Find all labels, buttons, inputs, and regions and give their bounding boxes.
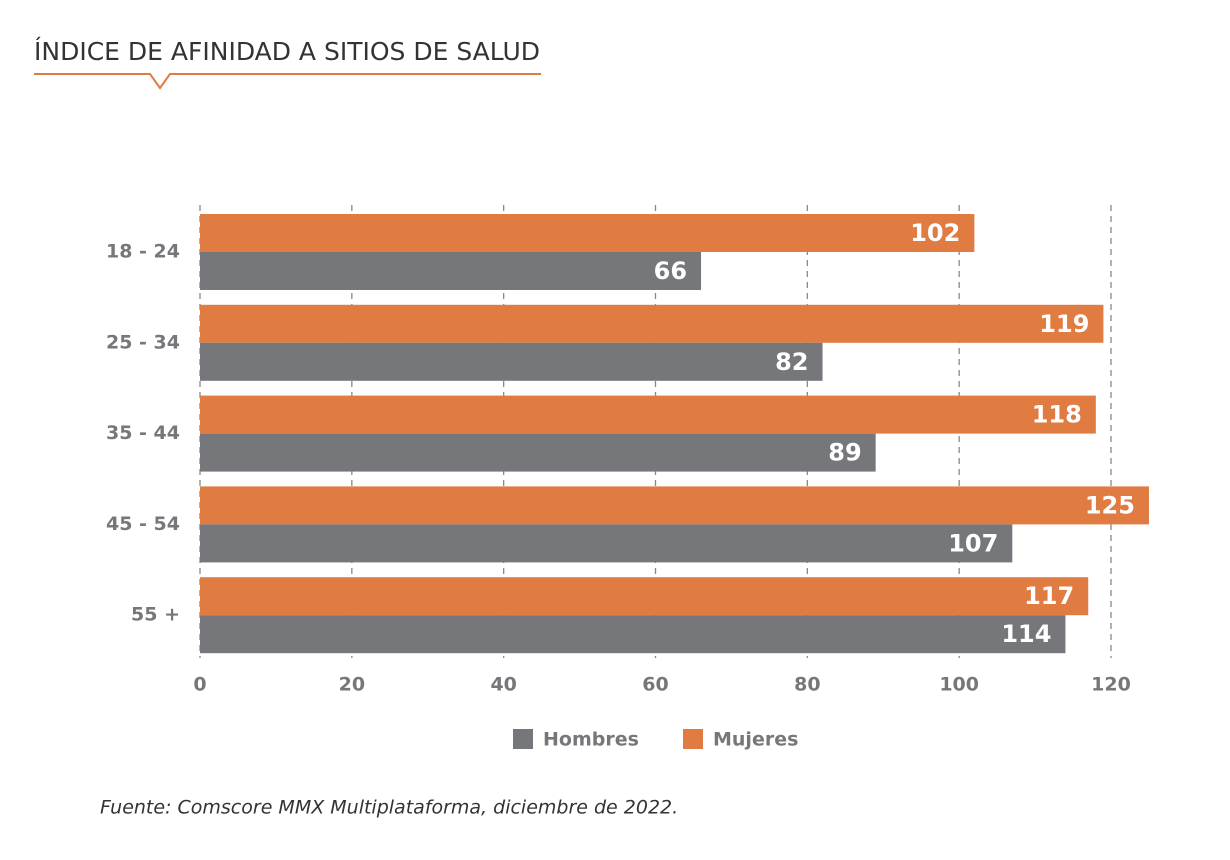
legend-label: Mujeres [713,729,798,751]
value-label: 117 [1024,582,1074,610]
x-tick-label: 0 [193,674,206,696]
bar [200,342,823,381]
bar [200,577,1089,616]
y-tick-label: 25 - 34 [106,331,180,353]
bar [200,214,975,252]
value-label: 107 [948,529,998,557]
value-label: 66 [654,257,687,285]
value-label: 102 [910,219,960,247]
x-tick-label: 120 [1091,674,1131,696]
bar [200,615,1066,654]
chart-title: ÍNDICE DE AFINIDAD A SITIOS DE SALUD [34,37,540,66]
value-label: 89 [828,439,861,467]
legend-swatch [683,729,703,749]
x-tick-label: 20 [339,674,365,696]
x-tick-label: 40 [490,674,516,696]
y-tick-label: 55 + [131,604,180,626]
value-label: 119 [1039,310,1089,338]
value-label: 82 [775,348,808,376]
x-tick-label: 60 [642,674,668,696]
bar [200,252,702,290]
bar [200,524,1013,563]
bar [200,304,1104,343]
legend-swatch [513,729,533,749]
legend-label: Hombres [543,729,639,751]
source: Fuente: Comscore MMX Multiplataforma, di… [100,797,678,819]
y-tick-label: 18 - 24 [106,241,180,263]
bar [200,486,1149,525]
x-tick-label: 100 [939,674,979,696]
y-tick-label: 35 - 44 [106,422,180,444]
y-tick-label: 45 - 54 [106,513,180,535]
value-label: 118 [1032,401,1082,429]
value-label: 114 [1001,620,1051,648]
x-tick-label: 80 [794,674,820,696]
title-underline [34,73,541,90]
bar [200,433,876,472]
bar [200,395,1096,434]
value-label: 125 [1085,491,1135,519]
